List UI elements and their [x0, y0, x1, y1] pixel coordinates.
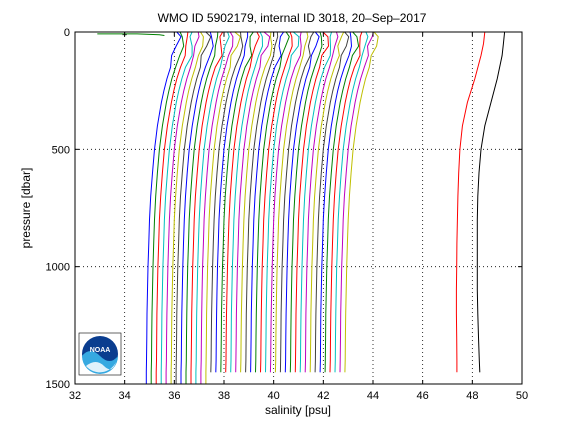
profile-line-14 [210, 32, 244, 373]
profile-line-18 [230, 32, 264, 373]
y-tick-label-3: 1500 [46, 379, 70, 391]
profile-line-20 [240, 32, 273, 373]
profile-line-7 [175, 32, 212, 384]
profile-line-27 [274, 32, 309, 373]
profile-line-37 [324, 32, 360, 373]
profile-line-36 [319, 32, 353, 373]
profile-line-19 [235, 32, 271, 373]
profile-line-25 [265, 32, 300, 373]
profile-line-4 [160, 32, 193, 384]
profile-line-12 [200, 32, 234, 384]
x-tick-label-3: 38 [218, 390, 230, 402]
x-tick-label-8: 48 [466, 390, 478, 402]
profile-line-38 [329, 32, 363, 373]
x-axis-ticks: 32 34 36 38 40 42 44 46 48 50 [69, 32, 528, 402]
profile-line-21 [245, 32, 279, 373]
noaa-logo: NOAA [78, 332, 122, 376]
x-tick-label-5: 42 [317, 390, 329, 402]
x-axis-label: salinity [psu] [265, 403, 331, 417]
y-axis-label: pressure [dbar] [19, 168, 33, 249]
y-tick-label-0: 0 [64, 27, 70, 39]
logo-text: NOAA [90, 347, 111, 354]
profile-line-41 [344, 32, 379, 373]
profile-line-8 [180, 32, 214, 384]
profile-line-16 [220, 32, 254, 373]
profile-line-9 [185, 32, 219, 384]
x-tick-label-4: 40 [268, 390, 280, 402]
profile-line-35 [314, 32, 350, 373]
profile-line-3 [155, 32, 189, 384]
profile-line-2 [150, 32, 185, 384]
profile-series: + [97, 32, 506, 384]
profile-line-31 [294, 32, 330, 373]
profile-line-6 [170, 32, 204, 384]
profile-line-11 [195, 32, 230, 384]
x-tick-label-9: 50 [516, 390, 528, 402]
profile-line-17 [225, 32, 260, 373]
profile-line-24 [260, 32, 293, 373]
x-tick-label-0: 32 [69, 390, 81, 402]
profile-line-23 [255, 32, 290, 373]
profile-line-39 [334, 32, 369, 373]
profile-line-29 [284, 32, 320, 373]
profile-line-26 [269, 32, 302, 373]
x-tick-label-2: 36 [168, 390, 180, 402]
mean-plus-std-profile-line [476, 32, 506, 373]
profile-line-13 [205, 32, 241, 384]
y-axis-ticks: 0 500 1000 1500 [46, 27, 522, 391]
first-profile-surface-segment [97, 33, 165, 36]
plot-frame [74, 31, 523, 385]
grid-lines [75, 32, 522, 384]
profile-line-22 [250, 32, 285, 373]
profile-line-5 [165, 32, 200, 384]
x-tick-label-7: 46 [417, 390, 429, 402]
profile-line-34 [309, 32, 345, 373]
profile-line-32 [299, 32, 333, 373]
x-tick-label-6: 44 [367, 390, 379, 402]
chart-title: WMO ID 5902179, internal ID 3018, 20–Sep… [158, 11, 427, 25]
x-tick-label-1: 34 [119, 390, 131, 402]
profile-line-15 [215, 32, 249, 373]
profile-line-40 [339, 32, 374, 373]
mean-profile-line [455, 32, 486, 373]
profile-line-30 [289, 32, 323, 373]
profile-line-10 [190, 32, 224, 384]
y-tick-label-1: 500 [52, 144, 70, 156]
profile-line-1 [145, 32, 182, 384]
profile-line-33 [304, 32, 339, 373]
y-tick-label-2: 1000 [46, 262, 70, 274]
profile-line-28 [279, 32, 315, 373]
